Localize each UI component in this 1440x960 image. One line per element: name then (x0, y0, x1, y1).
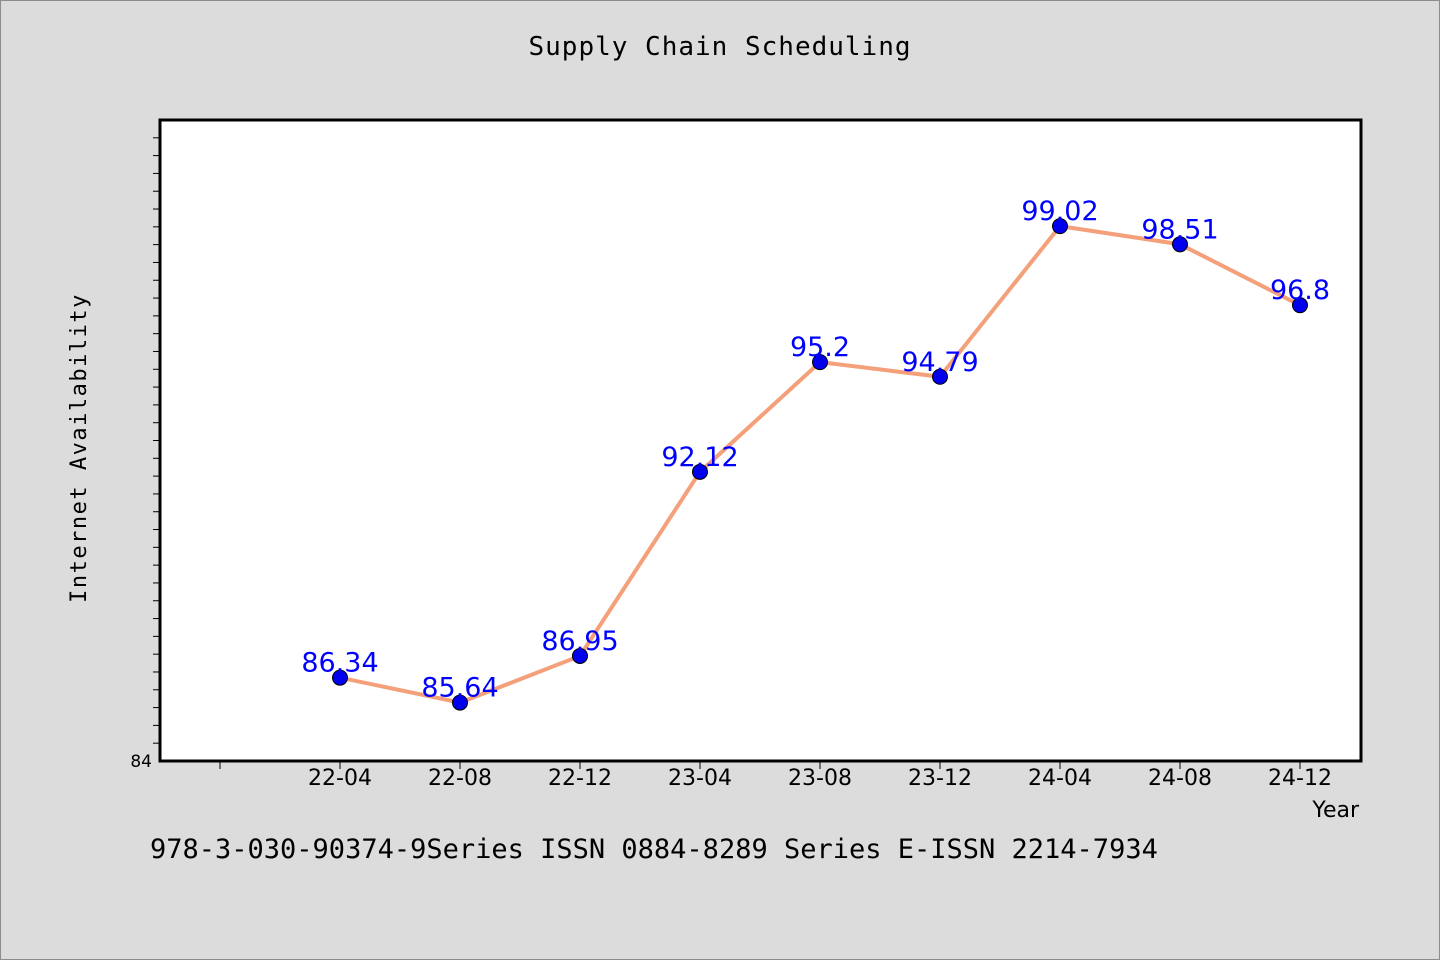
data-point-marker (572, 647, 588, 664)
data-label: 92.12 (661, 442, 738, 473)
data-label: 86.34 (301, 648, 378, 679)
plot-area (158, 118, 1363, 763)
data-point-marker (932, 368, 948, 385)
x-tick-label: 24-08 (1148, 766, 1212, 791)
y-tick-label: 84 (130, 752, 152, 772)
data-label: 86.95 (541, 626, 618, 657)
data-point-marker (1172, 236, 1188, 253)
data-label-layer: 86.34 85.64 86.95 92.12 95.2 94.79 99.02 98.51 9… (301, 196, 1330, 703)
data-point-marker (452, 694, 468, 711)
data-label: 94.79 (901, 347, 978, 378)
data-label: 96.8 (1270, 275, 1330, 306)
data-point-marker (692, 463, 708, 480)
data-label: 99.02 (1021, 196, 1098, 227)
data-label: 85.64 (421, 673, 498, 704)
data-label: 95.2 (790, 332, 850, 363)
x-tick-label: 22-04 (308, 766, 372, 791)
chart-title: Supply Chain Scheduling (528, 32, 912, 62)
data-point-marker (1292, 297, 1308, 314)
data-point-marker (812, 354, 828, 371)
x-tick-label: 23-12 (908, 766, 972, 791)
x-tick-label: 22-12 (548, 766, 612, 791)
data-point-marker (1052, 218, 1068, 235)
x-axis-ticks: 22-04 22-08 22-12 23-04 23-08 23-12 24-04 24-08… (219, 761, 1332, 791)
x-tick-label: 24-04 (1028, 766, 1092, 791)
series-layer (332, 218, 1308, 711)
y-axis-label: Internet Availability (67, 293, 92, 603)
x-tick-label: 23-08 (788, 766, 852, 791)
x-tick-label: 24-12 (1268, 766, 1332, 791)
x-axis-label: Year (1311, 798, 1360, 823)
data-point-marker (332, 669, 348, 686)
x-tick-label: 23-04 (668, 766, 732, 791)
x-tick-label: 22-08 (428, 766, 492, 791)
footer-note: 978-3-030-90374-9Series ISSN 0884-8289 S… (150, 834, 1158, 865)
data-label: 98.51 (1141, 214, 1218, 245)
y-axis-ticks: 84 (130, 137, 160, 772)
